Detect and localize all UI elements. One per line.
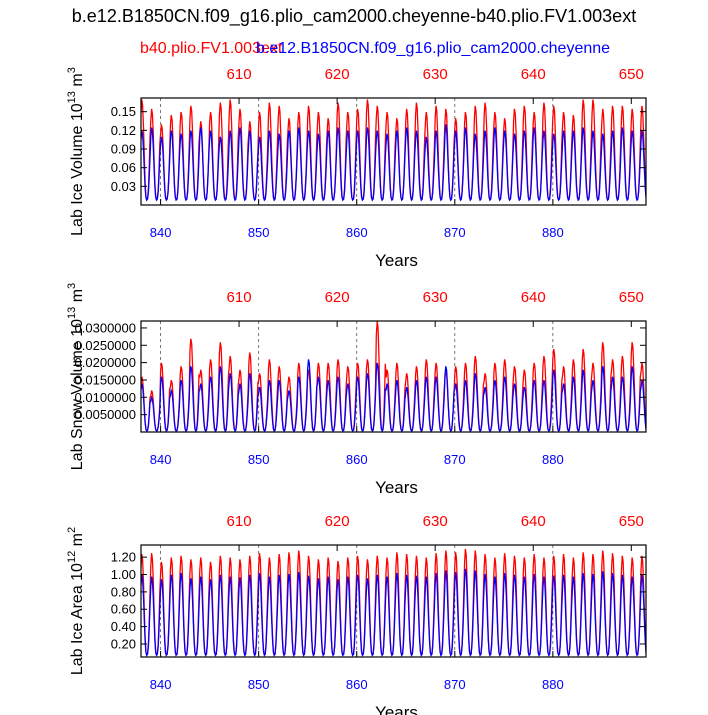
- y-tick-label: 0.0150000: [75, 372, 136, 387]
- x-tick-label-bottom: 840: [150, 452, 172, 467]
- y-axis-title-unit: m: [69, 73, 86, 91]
- y-tick-label: 0.0050000: [75, 407, 136, 422]
- x-tick-label-bottom: 870: [444, 225, 466, 240]
- x-tick-label-top: 610: [227, 513, 252, 530]
- x-tick-label-top: 640: [521, 66, 546, 83]
- y-tick-label: 0.09: [111, 142, 136, 157]
- y-axis-title-unit: m: [69, 533, 86, 551]
- y-tick-label: 0.0100000: [75, 390, 136, 405]
- x-tick-label-bottom: 880: [542, 677, 564, 692]
- y-tick-label: 0.15: [111, 104, 136, 119]
- y-tick-label: 0.20: [111, 636, 136, 651]
- y-tick-label: 0.40: [111, 619, 136, 634]
- x-tick-label-top: 640: [521, 289, 546, 306]
- y-tick-label: 0.0250000: [75, 338, 136, 353]
- y-axis-title-text: Lab Snow Volume 10: [69, 319, 86, 470]
- x-axis-title: Years: [375, 251, 418, 270]
- y-axis-title-text: Lab Ice Area 10: [69, 563, 86, 675]
- figure-title: b.e12.B1850CN.f09_g16.plio_cam2000.cheye…: [71, 6, 637, 26]
- y-axis-title-unit-exponent: 3: [66, 283, 78, 289]
- x-axis-title: Years: [375, 703, 418, 715]
- x-tick-label-bottom: 860: [346, 452, 368, 467]
- x-tick-label-top: 630: [423, 513, 448, 530]
- x-tick-label-bottom: 840: [150, 225, 172, 240]
- chart-panel-2: 0.0050000 0.0100000 0.0150000 0.0200000 0.02…: [66, 283, 647, 497]
- y-axis-title: Lab Snow Volume 1013 m3: [66, 283, 86, 470]
- y-axis-title-unit-exponent: 3: [66, 67, 78, 73]
- y-tick-label: 0.0200000: [75, 355, 136, 370]
- x-tick-label-bottom: 870: [444, 677, 466, 692]
- x-tick-label-top: 630: [423, 66, 448, 83]
- plot-frame: [140, 320, 647, 433]
- series-line-blue: [141, 124, 646, 202]
- x-tick-label-bottom: 860: [346, 225, 368, 240]
- x-tick-label-top: 640: [521, 513, 546, 530]
- x-tick-label-top: 630: [423, 289, 448, 306]
- y-tick-label: 1.20: [111, 550, 136, 565]
- y-axis-title-unit: m: [69, 289, 86, 307]
- x-tick-label-bottom: 840: [150, 677, 172, 692]
- y-tick-label: 0.12: [111, 123, 136, 138]
- y-axis-title-exponent: 12: [66, 551, 78, 563]
- x-tick-label-top: 620: [325, 513, 350, 530]
- legend-red-run: b40.plio.FV1.003ext: [140, 40, 283, 57]
- x-tick-label-bottom: 850: [248, 225, 270, 240]
- y-tick-label: 0.60: [111, 602, 136, 617]
- chart-panel-1: 0.03 0.06 0.09 0.12 0.15 840 850 860 870 880 610 62…: [66, 66, 647, 270]
- plot-frame: [140, 97, 647, 206]
- series-line-blue: [141, 359, 646, 432]
- x-tick-label-top: 650: [619, 513, 644, 530]
- y-tick-label: 0.80: [111, 584, 136, 599]
- plot-frame: [140, 544, 647, 658]
- y-axis-title-exponent: 13: [66, 91, 78, 103]
- x-tick-label-top: 650: [619, 66, 644, 83]
- x-tick-label-bottom: 880: [542, 225, 564, 240]
- series-line-blue: [141, 568, 646, 657]
- x-tick-label-bottom: 870: [444, 452, 466, 467]
- x-tick-label-bottom: 850: [248, 452, 270, 467]
- y-tick-label: 0.0300000: [75, 320, 136, 335]
- chart-panel-3: 0.20 0.40 0.60 0.80 1.00 1.20 840 850 860 870 880 6…: [66, 513, 647, 715]
- y-axis-title: Lab Ice Volume 1013 m3: [66, 67, 86, 236]
- x-tick-label-top: 620: [325, 66, 350, 83]
- x-tick-label-bottom: 880: [542, 452, 564, 467]
- y-axis-title-exponent: 13: [66, 307, 78, 319]
- y-axis-title: Lab Ice Area 1012 m2: [66, 527, 86, 675]
- y-tick-label: 1.00: [111, 567, 136, 582]
- x-tick-label-top: 610: [227, 289, 252, 306]
- x-axis-title: Years: [375, 478, 418, 497]
- y-tick-label: 0.06: [111, 160, 136, 175]
- legend-blue-run: b.e12.B1850CN.f09_g16.plio_cam2000.cheye…: [256, 40, 611, 57]
- y-tick-label: 0.03: [111, 179, 136, 194]
- y-axis-title-unit-exponent: 2: [66, 527, 78, 533]
- x-tick-label-top: 620: [325, 289, 350, 306]
- y-axis-title-text: Lab Ice Volume 10: [69, 103, 86, 236]
- x-tick-label-bottom: 850: [248, 677, 270, 692]
- x-tick-label-bottom: 860: [346, 677, 368, 692]
- x-tick-label-top: 650: [619, 289, 644, 306]
- x-tick-label-top: 610: [227, 66, 252, 83]
